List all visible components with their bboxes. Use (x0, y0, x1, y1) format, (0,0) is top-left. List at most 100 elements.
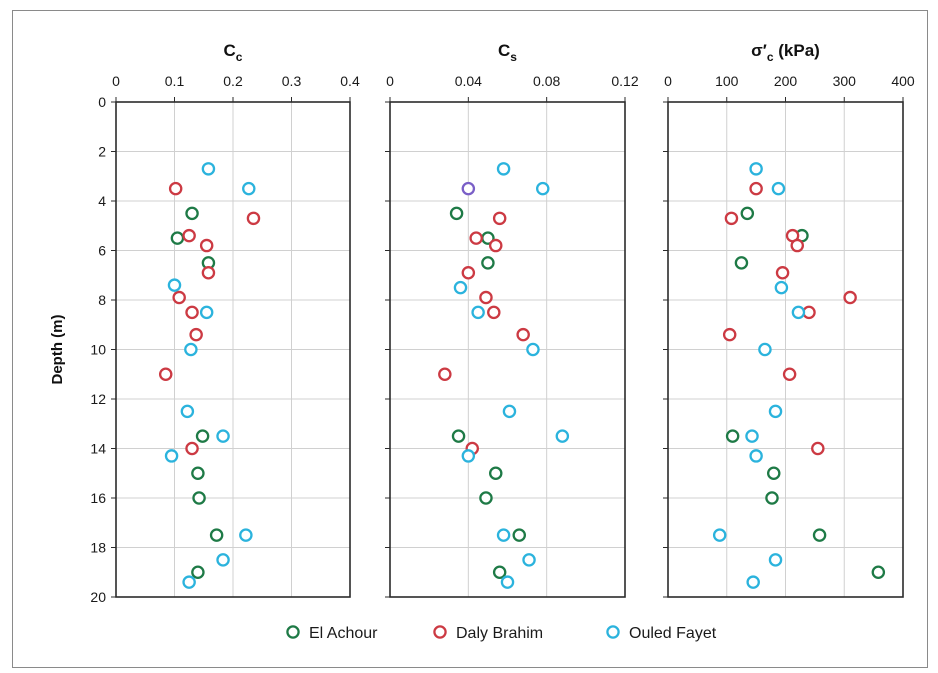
y-tick-label: 18 (90, 540, 106, 556)
legend-label: El Achour (309, 625, 378, 642)
y-tick-label: 2 (98, 144, 106, 160)
point-ouled-fayet (182, 575, 196, 589)
x-tick-label: 0.04 (455, 73, 482, 89)
point-el-achour (725, 429, 740, 443)
point-daly-brahim (492, 211, 507, 226)
y-tick-label: 16 (90, 490, 106, 506)
point-ouled-fayet (522, 553, 536, 567)
x-tick-label: 200 (774, 73, 798, 89)
point-ouled-fayet (746, 575, 760, 589)
y-tick-label: 6 (98, 243, 106, 259)
point-ouled-fayet (239, 528, 253, 542)
x-tick-label: 300 (833, 73, 857, 89)
point-el-achour (191, 466, 205, 480)
point-daly-brahim (775, 266, 790, 280)
point-el-achour (488, 466, 503, 480)
x-tick-label: 0 (664, 73, 672, 89)
point-ouled-fayet (745, 429, 759, 443)
x-tick-label: 0.1 (165, 73, 185, 89)
point-ouled-fayet (164, 449, 179, 463)
point-daly-brahim (461, 266, 476, 280)
point-ouled-fayet (500, 575, 515, 589)
point-ouled-fayet (216, 429, 230, 443)
point-daly-brahim (185, 441, 199, 456)
legend-marker-el-achour (286, 625, 300, 639)
point-ouled-fayet (216, 553, 230, 567)
point-daly-brahim (199, 238, 214, 253)
point-daly-brahim (722, 327, 737, 342)
point-daly-brahim (782, 367, 797, 381)
panel-title: Cs (498, 41, 517, 64)
point-ouled-fayet (768, 553, 783, 567)
legend: El Achour Daly Brahim Ouled Fayet (286, 625, 717, 642)
point-daly-brahim (811, 441, 825, 456)
point-ouled-fayet (242, 181, 256, 196)
point-ouled-fayet (184, 342, 198, 357)
y-tick-label: 8 (98, 292, 106, 308)
point-ouled-fayet (167, 278, 182, 292)
x-tick-label: 400 (891, 73, 915, 89)
point-daly-brahim (487, 305, 501, 320)
point-daly-brahim (246, 211, 261, 226)
panel-title-subscript: c (236, 50, 243, 64)
point-daly-brahim (724, 211, 739, 226)
panel-title: Cc (224, 41, 243, 64)
x-tick-label: 0 (112, 73, 120, 89)
point-el-achour (734, 256, 749, 270)
point-daly-brahim (516, 327, 530, 342)
point-daly-brahim (469, 231, 483, 245)
y-tick-label: 12 (90, 391, 106, 407)
point-el-achour (451, 429, 466, 443)
point-ouled-fayet (771, 181, 786, 196)
y-tick-label: 0 (98, 94, 106, 110)
x-tick-label: 0.2 (223, 73, 243, 89)
point-ouled-fayet (536, 181, 550, 196)
point-ouled-fayet (471, 305, 485, 320)
point-el-achour (812, 528, 827, 542)
point-ouled-fayet (526, 342, 540, 357)
panel-title-main: σ′ (751, 41, 767, 60)
legend-label: Daly Brahim (456, 625, 543, 642)
point-ouled-fayet (199, 305, 214, 320)
point-ouled-fayet (555, 429, 570, 443)
x-tick-label: 0.4 (340, 73, 360, 89)
y-axis-label: Depth (m) (49, 315, 66, 385)
point-el-achour (765, 491, 779, 505)
x-tick-label: 0.08 (533, 73, 560, 89)
y-tick-label: 20 (90, 589, 106, 605)
point-el-achour (170, 231, 185, 245)
panel-2: 0 0.04 0.08 0.12 Cs (385, 41, 639, 598)
point-el-achour (185, 206, 199, 221)
point-el-achour (740, 206, 755, 221)
panel-title-subscript: c (767, 50, 774, 64)
point-unlabeled (461, 181, 476, 196)
panel-title-main: C (498, 41, 510, 60)
x-tick-label: 0.12 (611, 73, 638, 89)
point-daly-brahim (172, 290, 186, 305)
point-ouled-fayet (774, 280, 789, 295)
panel-1: 0 0.1 0.2 0.3 0.4 Cc (111, 41, 360, 598)
point-ouled-fayet (453, 280, 468, 295)
point-daly-brahim (185, 305, 199, 320)
point-el-achour (209, 528, 224, 542)
point-el-achour (192, 491, 206, 505)
point-ouled-fayet (749, 449, 763, 463)
x-tick-label: 0.3 (282, 73, 302, 89)
point-el-achour (195, 429, 210, 443)
point-daly-brahim (158, 367, 173, 381)
point-ouled-fayet (791, 305, 806, 320)
panel-title-main: C (224, 41, 236, 60)
point-ouled-fayet (496, 162, 511, 176)
legend-marker-ouled-fayet (606, 625, 620, 639)
point-el-achour (479, 491, 493, 505)
legend-label: Ouled Fayet (629, 625, 717, 642)
point-ouled-fayet (749, 162, 763, 176)
y-tick-label: 10 (90, 342, 106, 358)
x-tick-label: 0 (386, 73, 394, 89)
point-daly-brahim (182, 228, 196, 243)
point-daly-brahim (843, 290, 857, 305)
point-ouled-fayet (461, 449, 476, 463)
point-ouled-fayet (502, 404, 517, 419)
point-ouled-fayet (768, 404, 783, 419)
point-daly-brahim (168, 181, 183, 196)
